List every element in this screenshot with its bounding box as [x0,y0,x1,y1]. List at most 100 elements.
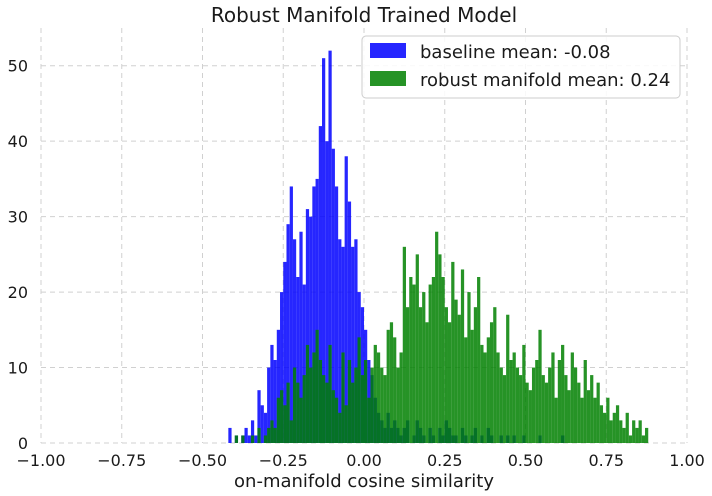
histogram-bar-robust-manifold [583,360,587,443]
histogram-bar-robust-manifold [234,435,239,443]
legend-frame [361,35,681,99]
histogram-bar-robust-manifold [509,360,513,443]
histogram-bar-baseline [263,412,268,443]
histogram-bar-robust-manifold [457,314,461,443]
histogram-bar-robust-manifold [257,427,261,443]
axis-ticks: −1.00 −0.75 −0.50 −0.25 0.00 0.25 0.50 0.75 1.00… [8,57,705,470]
histogram-bar-robust-manifold [496,352,500,443]
histogram-bar-robust-manifold [263,435,268,443]
histogram-bar-robust-manifold [570,352,574,443]
histogram-bar-robust-manifold [328,344,332,443]
histogram-bar-robust-manifold [535,360,539,443]
histogram-bar-robust-manifold [393,337,397,443]
histogram-bar-robust-manifold [315,329,319,443]
histogram-bar-robust-manifold [376,352,381,443]
histogram-bar-robust-manifold [370,367,374,443]
histogram-bar-robust-manifold [360,375,364,443]
histogram-bar-baseline [260,405,264,443]
histogram-bar-robust-manifold [322,375,326,443]
histogram-bar-robust-manifold [334,397,339,443]
histogram-bar-robust-manifold [283,405,287,443]
histogram-bar-robust-manifold [351,382,355,443]
histogram-bar-robust-manifold [641,435,646,443]
histogram-bar-robust-manifold [541,375,545,443]
series-1 [234,231,649,443]
histogram-bar-robust-manifold [632,420,636,443]
histogram-bar-robust-manifold [435,231,439,443]
histogram-bar-baseline [309,216,313,443]
x-axis-label: on-manifold cosine similarity [234,471,494,492]
histogram-bar-baseline [328,50,332,444]
histogram-bar-baseline [318,126,323,443]
histogram-bar-robust-manifold [412,284,416,443]
y-tick-label: 40 [8,132,28,151]
histogram-bar-robust-manifold [273,427,277,443]
histogram-bar-robust-manifold [399,352,403,443]
histogram-bar-baseline [250,420,255,443]
histogram-bar-baseline [228,427,232,443]
histogram-bar-robust-manifold [628,435,633,443]
histogram-bar-robust-manifold [292,367,297,443]
histogram-bar-robust-manifold [354,367,358,443]
histogram-bar-baseline [312,186,316,444]
histogram-bar-robust-manifold [477,277,481,443]
histogram-bar-baseline [315,178,319,443]
histogram-bar-robust-manifold [554,397,558,443]
x-tick-label: 0.25 [427,451,463,470]
histogram-bar-robust-manifold [299,397,303,443]
histogram-bar-robust-manifold [603,412,607,443]
histogram-bar-robust-manifold [309,367,313,443]
histogram-bar-robust-manifold [645,427,649,443]
histogram-bar-baseline [289,186,293,444]
histogram-bar-robust-manifold [289,420,293,443]
histogram-bar-robust-manifold [502,375,507,443]
histogram-bar-robust-manifold [364,360,368,443]
histogram-bar-robust-manifold [483,352,487,443]
histogram-bar-baseline [305,209,310,443]
histogram-bar-robust-manifold [506,314,510,443]
histogram-bar-robust-manifold [493,307,497,443]
histogram-bar-robust-manifold [396,367,400,443]
histogram-bar-robust-manifold [515,367,520,443]
histogram-bar-robust-manifold [454,299,458,443]
histogram-bar-robust-manifold [567,390,571,443]
histogram-bar-robust-manifold [467,292,471,443]
histogram-bar-robust-manifold [280,390,284,443]
histogram-bar-robust-manifold [473,307,478,443]
histogram-bar-robust-manifold [270,420,274,443]
y-tick-label: 10 [8,359,28,378]
x-tick-label: 0.00 [346,451,382,470]
histogram-bar-robust-manifold [609,420,613,443]
histogram-bar-baseline [292,239,297,443]
histogram-bar-robust-manifold [373,344,377,443]
histogram-bar-baseline [267,367,271,443]
histogram-bar-robust-manifold [577,382,581,443]
histogram-bar-robust-manifold [548,367,552,443]
y-tick-label: 30 [8,208,28,227]
histogram-bar-robust-manifold [538,329,542,443]
histogram-bar-robust-manifold [305,344,310,443]
y-tick-label: 20 [8,283,28,302]
histogram-bar-baseline [344,156,348,444]
histogram-bar-baseline [338,239,342,443]
histogram-bar-robust-manifold [590,375,594,443]
histogram-bar-robust-manifold [586,390,591,443]
chart-title: Robust Manifold Trained Model [211,3,517,27]
histogram-bar-robust-manifold [241,435,245,443]
histogram-bar-robust-manifold [635,427,639,443]
histogram-bar-robust-manifold [528,390,532,443]
histogram-bar-robust-manifold [451,261,455,443]
histogram-bar-robust-manifold [325,382,329,443]
histogram-bar-robust-manifold [564,375,568,443]
histogram-bar-robust-manifold [338,412,342,443]
histogram-bar-robust-manifold [428,284,432,443]
x-tick-label: −1.00 [16,451,65,470]
histogram-bar-robust-manifold [415,254,419,443]
y-tick-label: 0 [18,434,28,453]
histogram-bar-robust-manifold [522,344,526,443]
histogram-bar-baseline [276,329,281,443]
histogram-bar-robust-manifold [318,360,323,443]
histogram-bar-robust-manifold [460,269,465,443]
histogram-bar-robust-manifold [447,322,452,443]
histogram-bar-robust-manifold [599,405,604,443]
